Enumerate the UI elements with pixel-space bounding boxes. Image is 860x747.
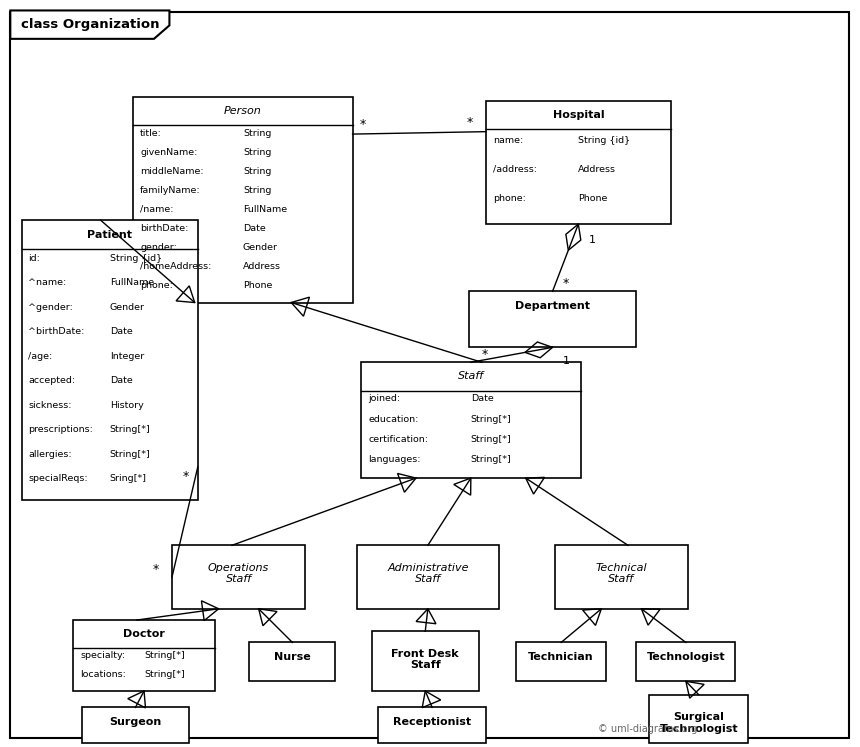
Text: © uml-diagrams.org: © uml-diagrams.org xyxy=(598,724,697,734)
Text: *: * xyxy=(467,116,473,128)
Text: prescriptions:: prescriptions: xyxy=(28,425,93,434)
Bar xyxy=(361,362,580,478)
Text: String[*]: String[*] xyxy=(144,651,185,660)
Text: accepted:: accepted: xyxy=(28,376,76,385)
Text: Administrative
Staff: Administrative Staff xyxy=(387,563,469,584)
Text: /address:: /address: xyxy=(493,165,537,174)
Text: ^birthDate:: ^birthDate: xyxy=(28,327,85,336)
Text: History: History xyxy=(110,400,144,409)
Text: class Organization: class Organization xyxy=(21,18,159,31)
Text: locations:: locations: xyxy=(80,670,126,679)
Text: /age:: /age: xyxy=(28,352,52,361)
Text: gender:: gender: xyxy=(140,243,177,252)
Bar xyxy=(649,695,748,743)
Text: Operations
Staff: Operations Staff xyxy=(208,563,269,584)
Text: String {id}: String {id} xyxy=(578,136,630,145)
Text: education:: education: xyxy=(368,415,419,424)
Text: Sring[*]: Sring[*] xyxy=(110,474,147,483)
Text: /name:: /name: xyxy=(140,205,174,214)
Text: phone:: phone: xyxy=(140,281,173,290)
Text: givenName:: givenName: xyxy=(140,148,198,157)
Text: Integer: Integer xyxy=(110,352,144,361)
Bar xyxy=(249,642,335,681)
Bar xyxy=(469,291,636,347)
Text: Receptionist: Receptionist xyxy=(393,716,471,727)
Text: String[*]: String[*] xyxy=(471,455,512,465)
Text: Date: Date xyxy=(110,327,132,336)
Bar xyxy=(357,545,499,609)
Text: Front Desk
Staff: Front Desk Staff xyxy=(391,649,459,670)
Text: Date: Date xyxy=(243,224,266,233)
Text: languages:: languages: xyxy=(368,455,421,465)
Text: Date: Date xyxy=(471,394,494,403)
Bar xyxy=(555,545,688,609)
Text: Technician: Technician xyxy=(528,651,594,662)
Bar xyxy=(73,620,215,691)
Text: FullName: FullName xyxy=(243,205,287,214)
Bar xyxy=(636,642,735,681)
Text: Staff: Staff xyxy=(458,371,484,382)
Text: phone:: phone: xyxy=(493,193,525,202)
Text: FullName: FullName xyxy=(110,279,154,288)
Text: String[*]: String[*] xyxy=(110,450,150,459)
Bar xyxy=(22,220,198,500)
Text: Phone: Phone xyxy=(578,193,608,202)
Text: String {id}: String {id} xyxy=(110,254,162,263)
Text: String: String xyxy=(243,186,271,195)
Text: *: * xyxy=(563,277,569,290)
Text: String[*]: String[*] xyxy=(110,425,150,434)
Text: Phone: Phone xyxy=(243,281,273,290)
Text: Surgeon: Surgeon xyxy=(109,716,162,727)
Text: ^name:: ^name: xyxy=(28,279,66,288)
Text: Gender: Gender xyxy=(243,243,278,252)
Text: *: * xyxy=(359,118,365,131)
Text: 1: 1 xyxy=(588,235,596,245)
Text: Doctor: Doctor xyxy=(123,629,165,639)
Bar xyxy=(372,631,479,691)
Bar xyxy=(133,97,353,303)
Text: 1: 1 xyxy=(563,356,570,366)
Text: Technical
Staff: Technical Staff xyxy=(595,563,648,584)
Text: certification:: certification: xyxy=(368,435,428,444)
Bar xyxy=(516,642,606,681)
Text: Patient: Patient xyxy=(87,229,132,240)
Text: Hospital: Hospital xyxy=(552,110,605,120)
Bar xyxy=(486,101,671,224)
Text: String[*]: String[*] xyxy=(471,435,512,444)
Text: *: * xyxy=(482,348,488,361)
Text: middleName:: middleName: xyxy=(140,167,204,176)
Text: Date: Date xyxy=(110,376,132,385)
Text: String: String xyxy=(243,148,271,157)
Text: String: String xyxy=(243,128,271,137)
Text: id:: id: xyxy=(28,254,40,263)
Text: Technologist: Technologist xyxy=(647,651,725,662)
Bar xyxy=(172,545,305,609)
Text: Address: Address xyxy=(578,165,617,174)
Text: String[*]: String[*] xyxy=(471,415,512,424)
Text: Address: Address xyxy=(243,262,281,271)
Text: String: String xyxy=(243,167,271,176)
Text: joined:: joined: xyxy=(368,394,400,403)
Text: *: * xyxy=(153,563,159,577)
Text: specialReqs:: specialReqs: xyxy=(28,474,88,483)
Text: Department: Department xyxy=(515,300,590,311)
Text: Surgical
Technologist: Surgical Technologist xyxy=(660,713,738,734)
Bar xyxy=(82,707,189,743)
Text: *: * xyxy=(182,471,188,483)
Text: Nurse: Nurse xyxy=(274,651,310,662)
Text: sickness:: sickness: xyxy=(28,400,72,409)
Text: String[*]: String[*] xyxy=(144,670,185,679)
Text: /homeAddress:: /homeAddress: xyxy=(140,262,212,271)
Text: Gender: Gender xyxy=(110,303,144,312)
Text: Person: Person xyxy=(224,106,261,117)
Text: name:: name: xyxy=(493,136,523,145)
Text: title:: title: xyxy=(140,128,162,137)
Polygon shape xyxy=(10,10,169,39)
Text: birthDate:: birthDate: xyxy=(140,224,188,233)
Bar xyxy=(378,707,486,743)
Text: allergies:: allergies: xyxy=(28,450,72,459)
Text: familyName:: familyName: xyxy=(140,186,200,195)
Text: specialty:: specialty: xyxy=(80,651,125,660)
Text: ^gender:: ^gender: xyxy=(28,303,73,312)
